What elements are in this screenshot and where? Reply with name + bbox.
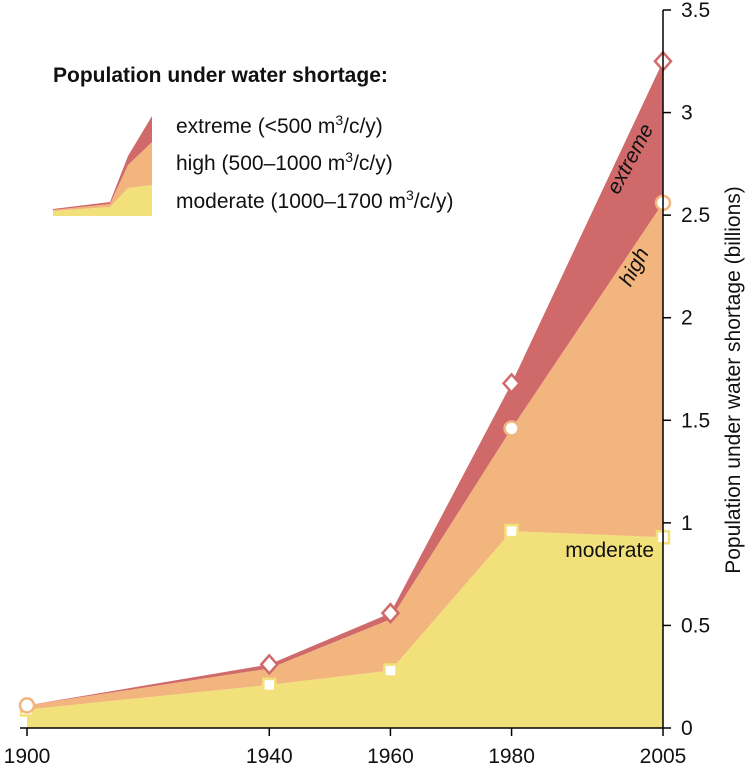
marker-moderate-1980 xyxy=(504,523,519,539)
x-tick-label-2005: 2005 xyxy=(640,745,687,768)
y-tick-label-1: 1 xyxy=(681,512,693,535)
areas-group xyxy=(27,61,663,728)
y-tick-label-0: 0 xyxy=(681,717,693,740)
legend-entry-moderate-sup: 3 xyxy=(406,187,414,203)
legend-entry-high: high (500–1000 m3/c/y) xyxy=(176,149,393,175)
x-ticks-group: 1900 1940 1960 1980 2005 xyxy=(4,728,687,768)
y-tick-label-2: 2 xyxy=(681,307,693,330)
y-tick-label-3.5: 3.5 xyxy=(681,0,710,22)
legend-swatch-moderate xyxy=(53,185,152,216)
legend-entry-moderate-label: moderate (1000–1700 m xyxy=(176,190,406,213)
legend-title: Population under water shortage: xyxy=(53,64,388,87)
area-label-moderate: moderate xyxy=(565,539,654,562)
x-tick-label-1940: 1940 xyxy=(246,745,293,768)
legend-swatch-high xyxy=(53,142,152,211)
legend-entry-high-label: high (500–1000 m xyxy=(176,152,345,175)
marker-moderate-1960 xyxy=(383,663,398,678)
marker-extreme-1960 xyxy=(380,602,401,625)
y-tick-label-2.5: 2.5 xyxy=(681,204,710,227)
x-tick-label-1980: 1980 xyxy=(488,745,535,768)
marker-high-1900 xyxy=(18,697,36,714)
legend-entry-extreme-sup: 3 xyxy=(335,112,343,128)
y-ticks-group: 0 0.5 1 1.5 2 2.5 3 3.5 xyxy=(663,0,710,740)
legend-entry-high-suffix: /c/y) xyxy=(353,152,393,175)
marker-high-1980 xyxy=(503,420,520,437)
legend-entry-high-sup: 3 xyxy=(345,149,353,165)
area-high xyxy=(27,202,663,710)
x-tick-label-1900: 1900 xyxy=(4,745,51,768)
area-moderate xyxy=(27,531,663,728)
y-tick-label-1.5: 1.5 xyxy=(681,409,710,432)
legend-entry-extreme: extreme (<500 m3/c/y) xyxy=(176,112,383,138)
legend-swatch xyxy=(53,116,152,216)
y-axis-title: Population under water shortage (billion… xyxy=(722,186,745,574)
y-tick-label-3: 3 xyxy=(681,102,693,125)
marker-moderate-1940 xyxy=(262,677,277,693)
legend-entry-extreme-label: extreme (<500 m xyxy=(176,115,335,138)
marker-extreme-1940 xyxy=(259,653,279,676)
legend-entry-extreme-suffix: /c/y) xyxy=(343,115,383,138)
marker-extreme-1980 xyxy=(501,372,522,395)
x-tick-label-1960: 1960 xyxy=(367,745,414,768)
legend-entry-moderate-suffix: /c/y) xyxy=(414,190,454,213)
area-extreme xyxy=(27,61,663,706)
legend-entry-moderate: moderate (1000–1700 m3/c/y) xyxy=(176,187,453,213)
y-tick-label-0.5: 0.5 xyxy=(681,614,710,637)
